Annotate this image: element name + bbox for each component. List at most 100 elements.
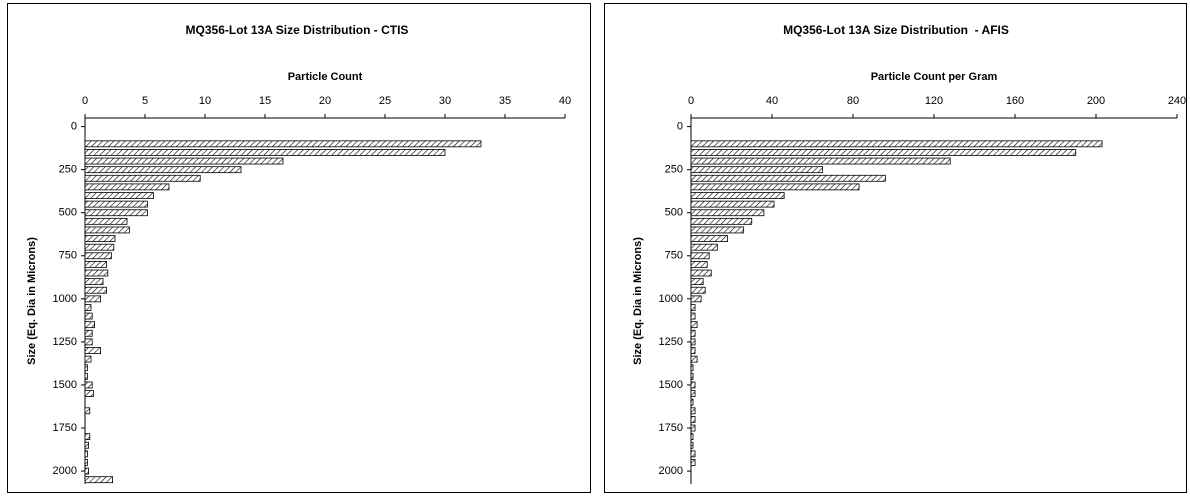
y-axis-title: Size (Eq. Dia in Microns) <box>26 237 38 365</box>
x-tick-label: 240 <box>1168 95 1186 107</box>
bar <box>690 286 706 294</box>
bar <box>84 235 116 242</box>
bar <box>84 407 91 415</box>
x-tick-label: 200 <box>1087 95 1105 107</box>
x-tick-label: 15 <box>259 95 271 107</box>
y-tick-label: 1500 <box>53 379 77 391</box>
bar <box>690 355 698 363</box>
x-tick-label: 10 <box>199 95 211 107</box>
bar <box>690 269 712 277</box>
bar <box>690 140 1103 148</box>
y-tick-label: 500 <box>59 207 77 219</box>
bar <box>690 183 860 191</box>
bar <box>690 416 696 423</box>
bar <box>690 166 824 174</box>
bar <box>84 192 154 199</box>
bar <box>690 252 710 260</box>
bar <box>690 347 696 354</box>
bar <box>690 407 696 415</box>
bar <box>690 295 702 303</box>
bar <box>84 140 482 148</box>
bar <box>690 226 745 234</box>
x-tick-label: 40 <box>559 95 571 107</box>
bar <box>690 329 696 337</box>
bar <box>690 338 696 346</box>
bar <box>690 364 694 372</box>
bar <box>84 286 108 294</box>
bar <box>690 304 696 311</box>
bar <box>84 252 112 260</box>
y-axis-title: Size (Eq. Dia in Microns) <box>632 237 644 365</box>
bar <box>690 424 696 432</box>
bar <box>84 355 92 363</box>
x-axis-title: Particle Count <box>288 71 363 83</box>
y-tick-label: 1000 <box>53 293 77 305</box>
bar <box>84 467 89 475</box>
bar <box>690 174 886 182</box>
bar <box>690 459 696 466</box>
x-tick-label: 40 <box>766 95 778 107</box>
x-tick-label: 120 <box>925 95 943 107</box>
bar <box>690 157 951 165</box>
bar <box>84 278 104 286</box>
y-tick-label: 1250 <box>53 336 77 348</box>
y-tick-label: 1000 <box>659 293 683 305</box>
y-tick-label: 1250 <box>659 336 683 348</box>
bar <box>84 390 94 397</box>
x-tick-label: 0 <box>688 95 694 107</box>
bar <box>84 476 114 484</box>
bar <box>690 450 696 458</box>
bar <box>690 381 696 389</box>
x-tick-label: 5 <box>142 95 148 107</box>
bar <box>84 338 93 346</box>
bar <box>690 321 698 329</box>
y-tick-label: 250 <box>59 164 77 176</box>
bar <box>690 398 694 406</box>
bar <box>84 183 170 191</box>
x-axis-title: Particle Count per Gram <box>871 71 998 83</box>
bar <box>84 200 148 208</box>
bar <box>84 364 88 372</box>
chart-title: MQ356-Lot 13A Size Distribution - CTIS <box>186 23 409 37</box>
bar <box>84 347 101 354</box>
x-tick-label: 160 <box>1006 95 1024 107</box>
bar <box>690 192 785 199</box>
y-tick-label: 500 <box>665 207 683 219</box>
bar <box>84 149 446 156</box>
bar <box>84 295 101 303</box>
bar <box>690 149 1077 156</box>
bar <box>84 174 201 182</box>
bar <box>84 450 88 458</box>
bar <box>690 243 718 251</box>
y-tick-label: 750 <box>665 250 683 262</box>
bar <box>84 441 89 449</box>
bar <box>690 260 708 268</box>
bar <box>690 235 728 242</box>
x-tick-label: 30 <box>439 95 451 107</box>
bar <box>84 157 284 165</box>
bar <box>84 321 95 329</box>
y-tick-label: 0 <box>71 121 77 133</box>
bar <box>84 312 93 320</box>
bar <box>690 217 753 225</box>
bar <box>84 217 128 225</box>
bar <box>84 372 88 380</box>
y-tick-label: 250 <box>665 164 683 176</box>
y-tick-label: 750 <box>59 250 77 262</box>
bar <box>690 372 694 380</box>
bar <box>84 329 93 337</box>
x-tick-label: 20 <box>319 95 331 107</box>
bar <box>690 390 696 397</box>
bar <box>84 381 93 389</box>
bar <box>690 209 765 217</box>
x-tick-label: 25 <box>379 95 391 107</box>
bar <box>690 312 696 320</box>
bar <box>84 459 88 466</box>
y-tick-label: 2000 <box>659 465 683 477</box>
bar <box>84 209 148 217</box>
bar <box>84 166 242 174</box>
y-tick-label: 1500 <box>659 379 683 391</box>
bar <box>690 433 694 441</box>
x-tick-label: 0 <box>82 95 88 107</box>
